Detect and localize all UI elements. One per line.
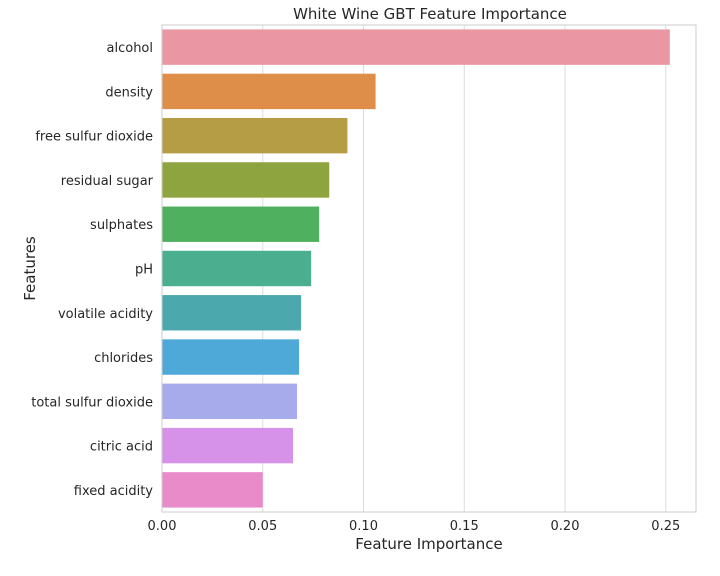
bar-chlorides [162, 339, 300, 375]
y-tick-label: density [105, 85, 153, 100]
y-tick-label: sulphates [90, 218, 153, 233]
x-tick-label: 0.20 [551, 519, 580, 534]
x-tick-label: 0.15 [450, 519, 479, 534]
y-tick-label: free sulfur dioxide [35, 130, 153, 145]
x-axis-label: Feature Importance [355, 535, 502, 553]
x-tick-label: 0.10 [349, 519, 378, 534]
y-tick-label: fixed acidity [74, 484, 154, 499]
y-tick-label: citric acid [90, 440, 153, 455]
y-tick-label: residual sugar [61, 174, 154, 189]
chart-title: White Wine GBT Feature Importance [293, 5, 567, 23]
bar-ph [162, 250, 312, 287]
bar-volatile-acidity [162, 295, 302, 331]
bar-sulphates [162, 206, 320, 242]
x-tick-labels: 0.00 0.05 0.10 0.15 0.20 0.25 [148, 519, 681, 534]
x-tick-label: 0.25 [651, 519, 680, 534]
bar-density [162, 73, 376, 110]
bar-alcohol [162, 29, 670, 65]
y-tick-label: alcohol [107, 41, 153, 56]
y-axis-label: Features [21, 236, 39, 301]
y-tick-label: total sulfur dioxide [31, 395, 153, 410]
y-tick-label: chlorides [94, 351, 153, 366]
bar-residual-sugar [162, 162, 330, 198]
bar-total-sulfur-dioxide [162, 383, 298, 420]
y-tick-label: volatile acidity [58, 307, 153, 322]
bar-free-sulfur-dioxide [162, 117, 348, 154]
x-tick-label: 0.00 [148, 519, 177, 534]
bar-fixed-acidity [162, 472, 263, 508]
bar-citric-acid [162, 427, 293, 464]
plot-frame [161, 24, 697, 513]
y-tick-label: pH [135, 263, 153, 278]
bars [162, 29, 670, 508]
y-tick-labels: alcohol density free sulfur dioxide residua… [31, 41, 153, 499]
x-tick-label: 0.05 [248, 519, 277, 534]
